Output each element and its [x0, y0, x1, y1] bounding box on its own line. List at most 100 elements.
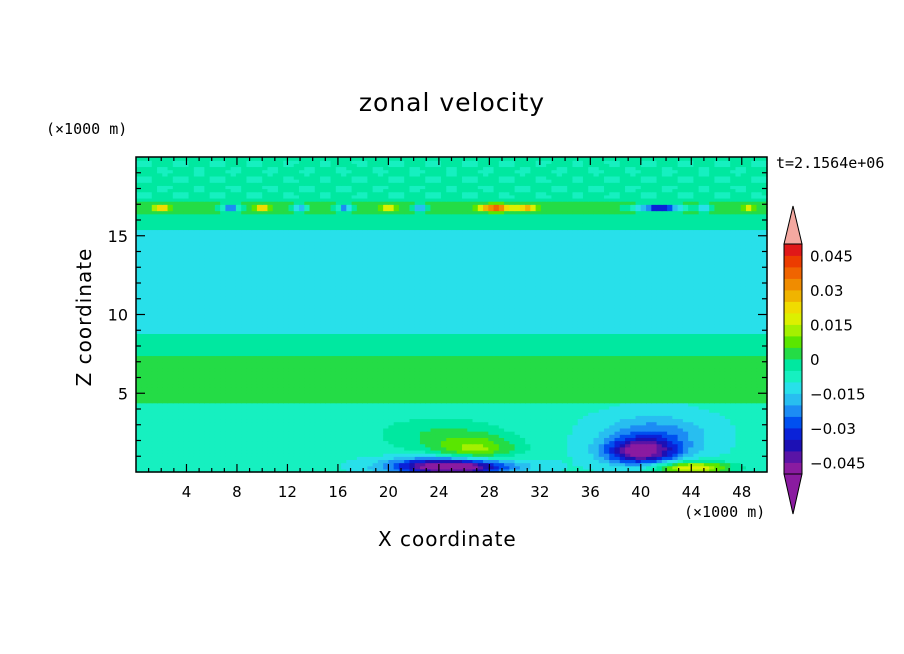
contour-cell: [761, 415, 768, 420]
contour-cell: [325, 459, 332, 464]
contour-cell: [730, 424, 737, 429]
contour-cell: [288, 443, 295, 448]
contour-cell: [656, 431, 663, 435]
contour-cell: [709, 396, 716, 401]
contour-cell: [393, 415, 400, 420]
contour-cell: [667, 427, 673, 432]
contour-cell: [335, 427, 342, 432]
contour-cell: [141, 349, 148, 353]
contour-cell: [409, 371, 416, 375]
contour-cell: [435, 431, 442, 435]
contour-cell: [325, 434, 332, 438]
contour-cell: [561, 405, 568, 410]
contour-cell: [667, 421, 673, 426]
contour-cell: [551, 390, 558, 394]
contour-cell: [651, 371, 658, 375]
contour-cell: [614, 383, 621, 388]
contour-cell: [572, 371, 579, 375]
contour-cell: [309, 424, 316, 429]
contour-cell: [209, 456, 216, 460]
contour-cell: [540, 453, 547, 457]
contour-cell: [719, 361, 726, 366]
contour-cell: [509, 364, 516, 369]
contour-cell: [467, 465, 474, 470]
contour-cell: [314, 468, 321, 473]
contour-cell: [167, 427, 174, 432]
contour-cell: [603, 380, 610, 385]
contour-cell: [351, 446, 358, 451]
contour-cell: [635, 437, 642, 442]
contour-cell: [267, 437, 274, 442]
contour-cell: [598, 418, 605, 423]
contour-cell: [372, 399, 379, 404]
contour-cell: [661, 446, 668, 451]
contour-cell: [477, 358, 484, 363]
contour-cell: [456, 402, 463, 407]
contour-cell: [199, 349, 205, 353]
contour-cell: [325, 405, 332, 410]
contour-cell: [288, 399, 295, 404]
contour-cell: [456, 446, 463, 451]
contour-cell: [172, 465, 179, 470]
contour-cell: [320, 440, 326, 445]
contour-cell: [582, 361, 589, 366]
contour-cell: [230, 459, 237, 464]
contour-cell: [467, 437, 474, 442]
contour-cell: [677, 462, 684, 467]
contour-cell: [504, 374, 510, 379]
contour-cell: [546, 456, 553, 460]
contour-cell: [151, 415, 158, 420]
contour-cell: [330, 465, 337, 470]
contour-cell: [414, 352, 421, 357]
contour-cell: [646, 361, 652, 366]
contour-cell: [740, 352, 747, 357]
contour-cell: [730, 415, 737, 420]
contour-cell: [483, 380, 489, 385]
contour-cell: [225, 465, 232, 470]
contour-cell: [419, 434, 426, 438]
contour-cell: [230, 462, 237, 467]
contour-cell: [582, 371, 589, 375]
contour-cell: [714, 434, 721, 438]
contour-cell: [151, 386, 158, 391]
contour-cell: [393, 412, 400, 416]
contour-cell: [509, 352, 516, 357]
contour-cell: [367, 368, 374, 372]
contour-cell: [435, 424, 442, 429]
contour-cell: [314, 465, 321, 470]
contour-cell: [698, 440, 705, 445]
contour-cell: [262, 409, 269, 413]
contour-cell: [425, 402, 432, 407]
contour-cell: [462, 456, 468, 460]
contour-cell: [256, 396, 263, 401]
contour-cell: [546, 431, 553, 435]
contour-cell: [136, 371, 142, 375]
contour-cell: [393, 355, 400, 360]
contour-cell: [419, 355, 426, 360]
contour-cell: [509, 371, 516, 375]
contour-cell: [504, 424, 510, 429]
contour-cell: [646, 383, 652, 388]
contour-cell: [440, 456, 447, 460]
contour-cell: [519, 346, 526, 350]
contour-cell: [546, 383, 553, 388]
contour-cell: [277, 443, 284, 448]
contour-cell: [425, 352, 432, 357]
contour-cell: [761, 465, 768, 470]
contour-cell: [656, 399, 663, 404]
contour-cell: [498, 346, 505, 350]
contour-cell: [246, 453, 253, 457]
contour-cell: [309, 371, 316, 375]
contour-cell: [251, 421, 258, 426]
contour-cell: [577, 380, 584, 385]
contour-cell: [404, 409, 411, 413]
contour-cell: [183, 446, 190, 451]
contour-cell: [209, 361, 216, 366]
contour-cell: [435, 427, 442, 432]
contour-cell: [141, 368, 148, 372]
contour-cell: [588, 424, 595, 429]
contour-cell: [193, 386, 200, 391]
contour-cell: [214, 443, 221, 448]
contour-cell: [241, 459, 248, 464]
contour-cell: [551, 437, 558, 442]
